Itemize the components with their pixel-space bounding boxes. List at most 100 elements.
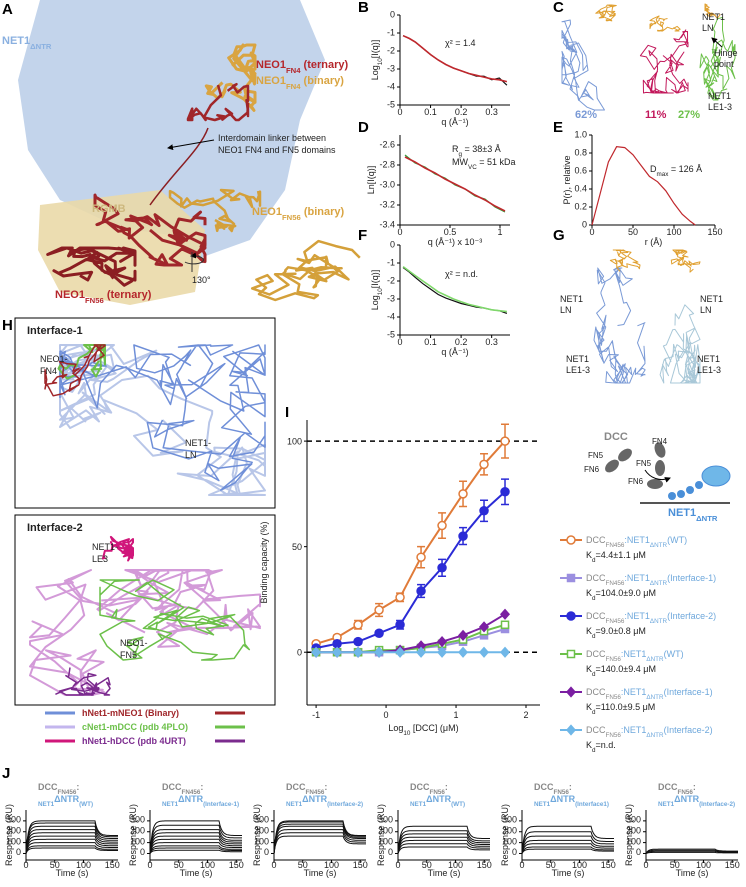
subscript: VC [468, 164, 477, 171]
subscript: d [592, 557, 596, 564]
sensorgram-curve [149, 820, 242, 854]
label: NET1ΔNTR [2, 35, 52, 51]
x-tick-label: 100 [76, 860, 91, 870]
y-axis-label: Response (RU) [252, 804, 262, 866]
x-tick-label: 50 [670, 860, 680, 870]
sensorgram-curve [25, 820, 118, 854]
subscript: max [657, 171, 670, 178]
sensorgram-curve [149, 835, 242, 854]
legend-label: DCCFN56:NET1ΔNTR(Interface-1) [586, 687, 713, 701]
subscript: ΔNTR [646, 656, 664, 663]
x-axis-label: Log10 [DCC] (μM) [388, 723, 458, 737]
y-tick-label: 100 [502, 836, 517, 846]
subscript: ΔNTR [696, 514, 718, 523]
text-part: ΔNTR [302, 794, 327, 804]
x-tick-label: 150 [725, 860, 740, 870]
structure-trace [250, 239, 361, 302]
subscript: (WT) [79, 801, 93, 808]
y-tick-label: 0 [636, 847, 641, 857]
fit-line [315, 440, 506, 645]
text-part: NET1 [668, 507, 696, 519]
label: NET1 [697, 354, 720, 364]
text-part: ΔNTR [54, 794, 79, 804]
label: LN [702, 23, 714, 33]
panel-letter: G [553, 227, 565, 244]
label: LE1-3 [566, 365, 590, 375]
subscript: d [592, 595, 596, 602]
y-tick-label: 0 [140, 847, 145, 857]
subscript: FN56 [606, 694, 622, 701]
y-axis-label: Log10[I(q)] [370, 40, 384, 81]
sensorgram-curve [397, 825, 490, 854]
subscript: NET1 [38, 801, 55, 808]
text-part: = 38±3 Å [462, 144, 501, 154]
subscript: FN56 [606, 732, 622, 739]
text-part: K [586, 588, 592, 598]
point [479, 506, 489, 516]
structure-trace [59, 344, 266, 496]
y-tick-label: 300 [254, 815, 269, 825]
x-axis-label: r (Å) [645, 237, 663, 247]
y-axis-label: Response (RU) [624, 804, 634, 866]
sensorgram-curve [149, 849, 242, 854]
annotation: χ² = n.d. [445, 269, 478, 279]
x-axis-label: q (Å⁻¹) [441, 347, 468, 357]
text-part: :NET1 [624, 573, 650, 583]
text-part: (binary) [301, 75, 345, 87]
panel-c-structures [561, 3, 736, 111]
y-tick-label: 1.0 [574, 129, 587, 139]
subscript: (Interface-2) [327, 801, 363, 808]
point [500, 608, 511, 620]
point [437, 636, 448, 648]
sensorgram-curve [273, 823, 366, 854]
point [395, 620, 405, 630]
y-tick-label: -1 [387, 257, 395, 267]
x-axis-label: Time (s) [56, 868, 89, 878]
point [500, 487, 510, 497]
label: LN [185, 450, 197, 460]
subscript: g [459, 151, 463, 158]
text-part: DCC [586, 535, 606, 545]
sensorgram-curve [149, 824, 242, 854]
y-tick-label: 0 [390, 239, 395, 249]
panel-letter: B [358, 0, 369, 16]
x-tick-label: 0 [397, 107, 402, 117]
panel-letter: D [358, 119, 369, 136]
y-tick-label: 0.6 [574, 165, 587, 175]
y-tick-label: 0 [582, 219, 587, 229]
text-part: (ternary) [301, 59, 349, 71]
y-tick-label: 300 [378, 815, 393, 825]
y-tick-label: 100 [626, 836, 641, 846]
sensorgram-curve [25, 825, 118, 854]
legend-kd: Kd=140.0±9.4 μM [586, 664, 656, 678]
text-part: DCC [658, 782, 678, 792]
structure-trace [639, 29, 689, 94]
text-part: K [586, 626, 592, 636]
subscript: FN456 [606, 542, 625, 549]
panel-letter: C [553, 0, 564, 16]
sensorgram-curve [397, 830, 490, 854]
data-line [404, 156, 506, 212]
x-tick-label: 0.3 [485, 337, 498, 347]
y-tick-label: 0.8 [574, 147, 587, 157]
structure-trace [44, 344, 106, 397]
label: NEO1FN56 (binary) [252, 206, 345, 222]
label: NET1 [708, 91, 731, 101]
point [437, 646, 448, 658]
y-tick-label: 100 [254, 836, 269, 846]
legend-kd: Kd=104.0±9.0 μM [586, 588, 656, 602]
legend-label: DCCFN56:NET1ΔNTR(WT) [586, 649, 684, 663]
text-part: :NET1 [624, 611, 650, 621]
x-tick-label: 2 [523, 710, 528, 720]
point [332, 639, 342, 649]
point [395, 592, 405, 603]
structure-trace [55, 667, 111, 696]
label: RGMB [92, 203, 126, 215]
y-tick-label: 0 [264, 847, 269, 857]
rotation-arrow [184, 252, 204, 265]
text-part: K [586, 550, 592, 560]
y-tick-label: -3 [387, 63, 395, 73]
text-part: : [693, 782, 696, 792]
text-part: K [586, 702, 592, 712]
subscript: ΔNTR [646, 694, 664, 701]
